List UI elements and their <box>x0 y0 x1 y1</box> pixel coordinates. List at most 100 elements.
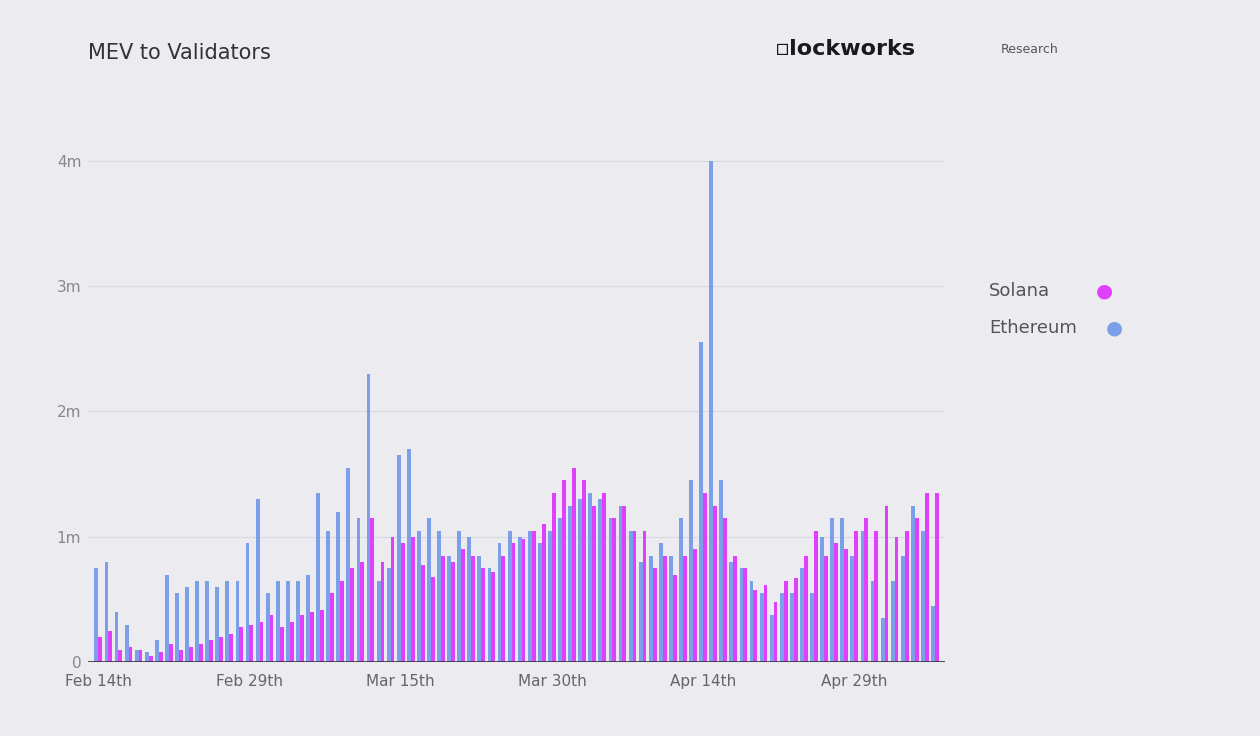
Bar <box>377 581 381 662</box>
Bar <box>861 531 864 662</box>
Bar <box>562 481 566 662</box>
Bar <box>286 581 290 662</box>
Bar <box>649 556 653 662</box>
Bar <box>891 581 895 662</box>
Bar <box>794 578 798 662</box>
Bar <box>350 568 354 662</box>
Bar <box>310 612 314 662</box>
Bar <box>810 593 814 662</box>
Bar <box>683 556 687 662</box>
Bar <box>643 531 646 662</box>
Bar <box>205 581 209 662</box>
Bar <box>508 531 512 662</box>
Bar <box>471 556 475 662</box>
Bar <box>219 637 223 662</box>
Bar <box>653 568 656 662</box>
Bar <box>689 481 693 662</box>
Bar <box>236 581 239 662</box>
Bar <box>447 556 451 662</box>
Bar <box>360 562 364 662</box>
Bar <box>135 650 139 662</box>
Bar <box>149 656 152 662</box>
Bar <box>478 556 481 662</box>
Bar <box>679 518 683 662</box>
Bar <box>921 531 925 662</box>
Bar <box>538 543 542 662</box>
Bar <box>316 493 320 662</box>
Bar <box>552 493 556 662</box>
Bar <box>457 531 461 662</box>
Bar <box>276 581 280 662</box>
Bar <box>915 518 919 662</box>
Text: MEV to Validators: MEV to Validators <box>88 43 271 63</box>
Bar <box>306 575 310 662</box>
Bar <box>528 531 532 662</box>
Bar <box>229 634 233 662</box>
Bar <box>612 518 616 662</box>
Bar <box>753 590 757 662</box>
Bar <box>165 575 169 662</box>
Bar <box>296 581 300 662</box>
Bar <box>730 562 733 662</box>
Bar <box>780 593 784 662</box>
Bar <box>401 543 404 662</box>
Bar <box>673 575 677 662</box>
Bar <box>159 652 163 662</box>
Bar <box>145 652 149 662</box>
Text: Solana: Solana <box>989 282 1051 300</box>
Bar <box>723 518 727 662</box>
Text: ●: ● <box>1096 281 1113 300</box>
Bar <box>663 556 667 662</box>
Bar <box>381 562 384 662</box>
Bar <box>300 615 304 662</box>
Bar <box>481 568 485 662</box>
Bar <box>260 622 263 662</box>
Bar <box>512 543 515 662</box>
Bar <box>931 606 935 662</box>
Bar <box>451 562 455 662</box>
Bar <box>441 556 445 662</box>
Bar <box>246 543 249 662</box>
Bar <box>532 531 536 662</box>
Bar <box>568 506 572 662</box>
Bar <box>367 374 370 662</box>
Bar <box>125 625 129 662</box>
Bar <box>901 556 905 662</box>
Bar <box>824 556 828 662</box>
Bar <box>330 593 334 662</box>
Bar <box>750 581 753 662</box>
Bar <box>209 640 213 662</box>
Bar <box>733 556 737 662</box>
Bar <box>633 531 636 662</box>
Bar <box>290 622 294 662</box>
Bar <box>770 615 774 662</box>
Bar <box>911 506 915 662</box>
Bar <box>592 506 596 662</box>
Bar <box>790 593 794 662</box>
Bar <box>427 518 431 662</box>
Bar <box>421 565 425 662</box>
Bar <box>461 550 465 662</box>
Bar <box>669 556 673 662</box>
Bar <box>582 481 586 662</box>
Bar <box>105 562 108 662</box>
Bar <box>578 499 582 662</box>
Bar <box>467 537 471 662</box>
Bar <box>179 650 183 662</box>
Bar <box>840 518 844 662</box>
Bar <box>185 587 189 662</box>
Bar <box>709 160 713 662</box>
Bar <box>784 581 788 662</box>
Bar <box>239 627 243 662</box>
Bar <box>548 531 552 662</box>
Text: ●: ● <box>1106 318 1123 337</box>
Bar <box>155 640 159 662</box>
Bar <box>693 550 697 662</box>
Bar <box>320 609 324 662</box>
Bar <box>830 518 834 662</box>
Bar <box>491 572 495 662</box>
Bar <box>266 593 270 662</box>
Bar <box>871 581 874 662</box>
Bar <box>713 506 717 662</box>
Bar <box>659 543 663 662</box>
